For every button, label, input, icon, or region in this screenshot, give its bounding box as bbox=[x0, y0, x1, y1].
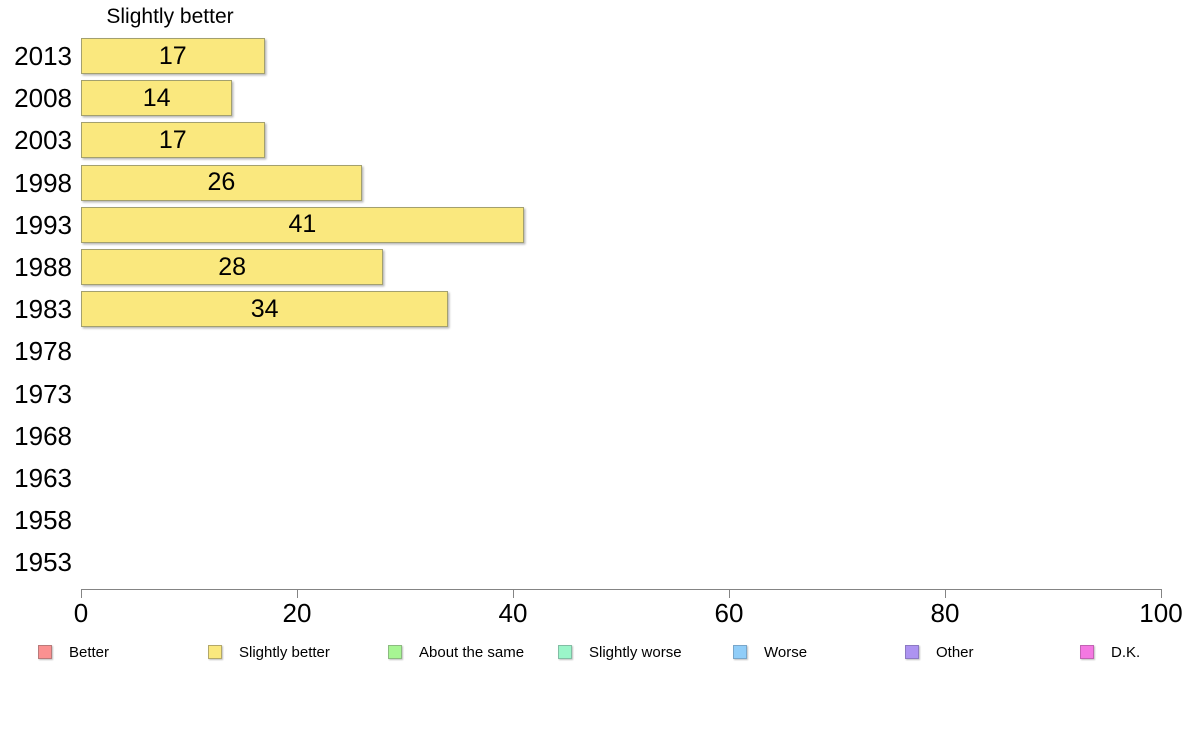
bar-value-label: 28 bbox=[218, 252, 247, 281]
x-axis-tick bbox=[729, 589, 730, 598]
y-axis-label-1963: 1963 bbox=[14, 463, 72, 493]
bar-1983: 34 bbox=[81, 291, 449, 328]
y-axis-label-1958: 1958 bbox=[14, 505, 72, 536]
y-axis-label-1983: 1983 bbox=[14, 294, 72, 325]
legend-label-other: Other bbox=[936, 644, 974, 661]
legend-swatch-other bbox=[905, 645, 919, 659]
y-axis-label-1988: 1988 bbox=[14, 252, 72, 282]
y-axis-label-1998: 1998 bbox=[14, 167, 72, 198]
bar-value-label: 41 bbox=[288, 210, 317, 239]
legend-swatch-worse bbox=[733, 645, 747, 659]
legend-swatch-d-k bbox=[1080, 645, 1094, 659]
legend-swatch-about-the-same bbox=[388, 645, 402, 659]
y-axis-label-1993: 1993 bbox=[14, 209, 72, 240]
bar-1998: 26 bbox=[81, 164, 362, 201]
y-axis-label-1968: 1968 bbox=[14, 420, 72, 451]
legend-label-d-k: D.K. bbox=[1111, 644, 1141, 661]
bar-2003: 17 bbox=[81, 122, 265, 159]
bar-1993: 41 bbox=[81, 206, 524, 243]
bar-value-label: 34 bbox=[250, 294, 279, 323]
x-axis-tick bbox=[945, 589, 946, 598]
y-axis-label-1978: 1978 bbox=[14, 336, 72, 367]
chart-title: Slightly better bbox=[106, 5, 234, 28]
bar-value-label: 17 bbox=[158, 125, 187, 154]
x-axis-tick-label: 40 bbox=[498, 598, 528, 628]
bar-value-label: 26 bbox=[207, 168, 236, 197]
x-axis-tick-label: 0 bbox=[73, 598, 89, 628]
legend-label-slightly-better: Slightly better bbox=[239, 644, 330, 661]
bar-2008: 14 bbox=[81, 80, 233, 117]
x-axis-tick bbox=[1161, 589, 1162, 598]
y-axis-label-2008: 2008 bbox=[14, 83, 72, 114]
y-axis-label-2003: 2003 bbox=[14, 125, 72, 156]
x-axis-tick-label: 80 bbox=[930, 598, 960, 628]
legend-label-worse: Worse bbox=[764, 644, 808, 661]
x-axis-tick bbox=[81, 589, 82, 598]
bar-value-label: 17 bbox=[158, 41, 187, 70]
x-axis-tick bbox=[297, 589, 298, 598]
bar-value-label: 14 bbox=[142, 83, 171, 112]
legend-label-slightly-worse: Slightly worse bbox=[589, 644, 682, 661]
legend-label-about-the-same: About the same bbox=[419, 644, 525, 661]
x-axis-line bbox=[81, 589, 1162, 590]
y-axis-label-2013: 2013 bbox=[14, 41, 72, 71]
y-axis-label-1973: 1973 bbox=[14, 378, 72, 409]
y-axis-label-1953: 1953 bbox=[14, 547, 72, 578]
legend-swatch-slightly-better bbox=[208, 645, 222, 659]
legend-swatch-better bbox=[38, 645, 52, 659]
x-axis-tick-label: 100 bbox=[1139, 598, 1183, 628]
legend-swatch-slightly-worse bbox=[558, 645, 572, 659]
x-axis-tick bbox=[513, 589, 514, 598]
bar-1988: 28 bbox=[81, 249, 384, 285]
x-axis-tick-label: 60 bbox=[714, 598, 744, 628]
legend-label-better: Better bbox=[69, 644, 110, 661]
bar-2013: 17 bbox=[81, 38, 265, 74]
x-axis-tick-label: 20 bbox=[282, 598, 312, 628]
